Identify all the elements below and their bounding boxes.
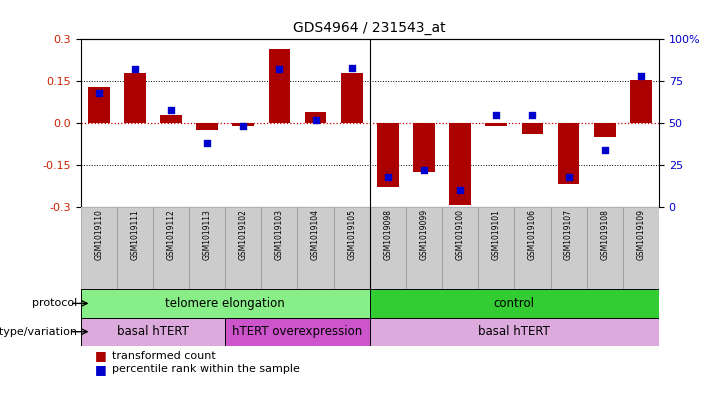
Bar [117, 207, 153, 289]
Bar [88, 87, 109, 123]
Text: GSM1019110: GSM1019110 [94, 209, 103, 260]
Point [201, 140, 212, 146]
Text: telomere elongation: telomere elongation [165, 297, 285, 310]
Text: GSM1019103: GSM1019103 [275, 209, 284, 260]
Point [346, 64, 358, 71]
Bar [522, 123, 543, 134]
Bar [341, 73, 362, 123]
Bar [81, 318, 225, 346]
Bar [81, 289, 370, 318]
Text: GSM1019102: GSM1019102 [239, 209, 247, 260]
Bar [334, 207, 370, 289]
Bar [413, 123, 435, 172]
Text: ■: ■ [95, 363, 107, 376]
Text: control: control [494, 297, 535, 310]
Text: genotype/variation: genotype/variation [0, 327, 77, 337]
Point [382, 173, 393, 180]
Text: GSM1019113: GSM1019113 [203, 209, 212, 260]
Bar [196, 123, 218, 130]
Text: GSM1019100: GSM1019100 [456, 209, 465, 260]
Text: percentile rank within the sample: percentile rank within the sample [112, 364, 300, 375]
Text: GSM1019112: GSM1019112 [166, 209, 175, 260]
Bar [622, 207, 659, 289]
Point [491, 112, 502, 118]
Bar [305, 112, 327, 123]
Point [454, 187, 465, 193]
Point [310, 116, 321, 123]
Text: GSM1019105: GSM1019105 [347, 209, 356, 260]
Point [165, 107, 177, 113]
Text: GSM1019099: GSM1019099 [419, 209, 428, 260]
Bar [558, 123, 580, 184]
Text: GSM1019104: GSM1019104 [311, 209, 320, 260]
Text: GSM1019101: GSM1019101 [492, 209, 501, 260]
Text: transformed count: transformed count [112, 351, 216, 361]
Text: GSM1019098: GSM1019098 [383, 209, 393, 260]
Bar [189, 207, 225, 289]
Bar [377, 123, 399, 187]
Bar [160, 115, 182, 123]
Point [527, 112, 538, 118]
Bar [297, 207, 334, 289]
Text: basal hTERT: basal hTERT [478, 325, 550, 338]
Bar [594, 123, 615, 137]
Bar [153, 207, 189, 289]
Bar [225, 318, 370, 346]
Text: ■: ■ [95, 349, 107, 362]
Bar [268, 49, 290, 123]
Bar [449, 123, 471, 205]
Bar [515, 207, 550, 289]
Text: GSM1019111: GSM1019111 [130, 209, 139, 260]
Bar [124, 73, 146, 123]
Point [635, 73, 646, 79]
Text: protocol: protocol [32, 298, 77, 309]
Point [238, 123, 249, 130]
Text: GSM1019108: GSM1019108 [600, 209, 609, 260]
Text: GSM1019106: GSM1019106 [528, 209, 537, 260]
Bar [485, 123, 507, 126]
Bar [478, 207, 515, 289]
Text: basal hTERT: basal hTERT [117, 325, 189, 338]
Bar [587, 207, 622, 289]
Bar [442, 207, 478, 289]
Bar [81, 207, 117, 289]
Bar [225, 207, 261, 289]
Title: GDS4964 / 231543_at: GDS4964 / 231543_at [294, 22, 446, 35]
Point [563, 173, 574, 180]
Bar [550, 207, 587, 289]
Point [599, 147, 611, 153]
Point [129, 66, 140, 73]
Text: hTERT overexpression: hTERT overexpression [232, 325, 362, 338]
Text: GSM1019107: GSM1019107 [564, 209, 573, 260]
Bar [369, 207, 406, 289]
Bar [369, 318, 659, 346]
Text: GSM1019109: GSM1019109 [637, 209, 646, 260]
Bar [233, 123, 254, 126]
Bar [406, 207, 442, 289]
Bar [630, 80, 652, 123]
Point [93, 90, 104, 96]
Point [418, 167, 430, 173]
Bar [369, 289, 659, 318]
Point [274, 66, 285, 73]
Bar [261, 207, 297, 289]
